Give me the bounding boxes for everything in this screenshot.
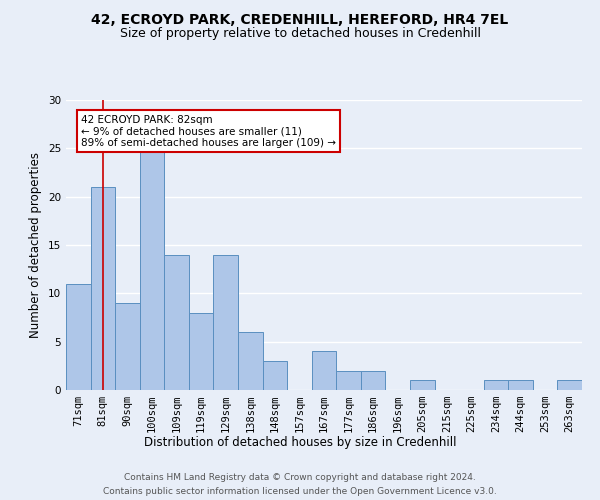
Bar — [91, 187, 115, 390]
Bar — [557, 380, 582, 390]
Text: Size of property relative to detached houses in Credenhill: Size of property relative to detached ho… — [119, 28, 481, 40]
Text: Contains public sector information licensed under the Open Government Licence v3: Contains public sector information licen… — [103, 486, 497, 496]
Bar — [484, 380, 508, 390]
Bar — [214, 254, 238, 390]
Bar — [410, 380, 434, 390]
Bar — [312, 352, 336, 390]
Bar — [115, 303, 140, 390]
Bar — [189, 312, 214, 390]
Bar — [66, 284, 91, 390]
Text: Contains HM Land Registry data © Crown copyright and database right 2024.: Contains HM Land Registry data © Crown c… — [124, 473, 476, 482]
Text: Distribution of detached houses by size in Credenhill: Distribution of detached houses by size … — [144, 436, 456, 449]
Bar — [336, 370, 361, 390]
Bar — [164, 254, 189, 390]
Bar — [361, 370, 385, 390]
Bar — [140, 148, 164, 390]
Text: 42 ECROYD PARK: 82sqm
← 9% of detached houses are smaller (11)
89% of semi-detac: 42 ECROYD PARK: 82sqm ← 9% of detached h… — [81, 114, 336, 148]
Y-axis label: Number of detached properties: Number of detached properties — [29, 152, 43, 338]
Text: 42, ECROYD PARK, CREDENHILL, HEREFORD, HR4 7EL: 42, ECROYD PARK, CREDENHILL, HEREFORD, H… — [91, 12, 509, 26]
Bar — [263, 361, 287, 390]
Bar — [508, 380, 533, 390]
Bar — [238, 332, 263, 390]
